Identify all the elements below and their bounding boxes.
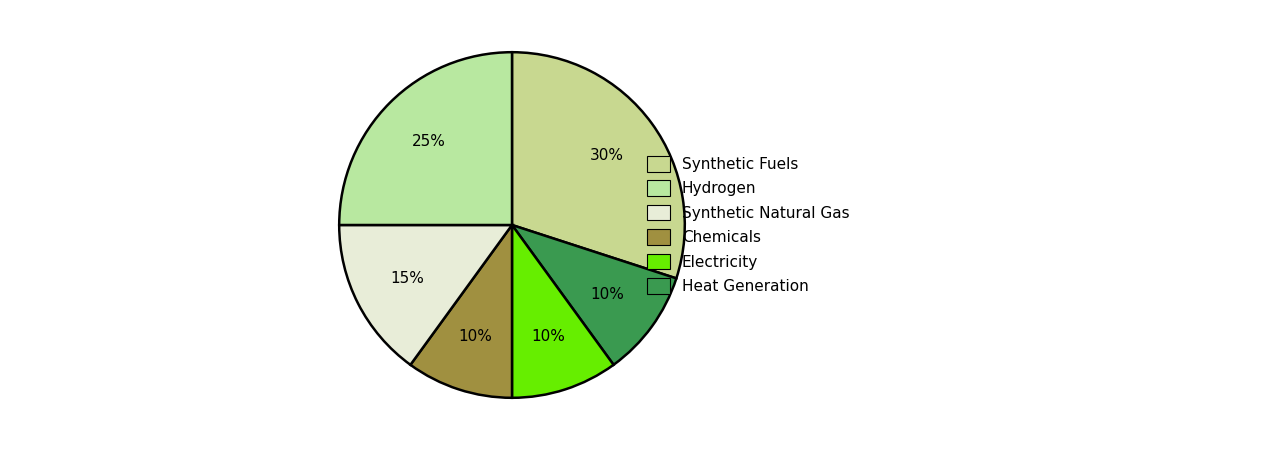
Text: 10%: 10% bbox=[590, 287, 625, 302]
Text: 15%: 15% bbox=[390, 271, 424, 286]
Text: 25%: 25% bbox=[412, 135, 445, 149]
Text: 10%: 10% bbox=[458, 329, 493, 344]
Wedge shape bbox=[512, 225, 676, 365]
Text: 10%: 10% bbox=[531, 329, 566, 344]
Wedge shape bbox=[339, 52, 512, 225]
Wedge shape bbox=[512, 225, 613, 398]
Text: 30%: 30% bbox=[590, 148, 625, 163]
Legend: Synthetic Fuels, Hydrogen, Synthetic Natural Gas, Chemicals, Electricity, Heat G: Synthetic Fuels, Hydrogen, Synthetic Nat… bbox=[640, 150, 855, 300]
Wedge shape bbox=[339, 225, 512, 365]
Wedge shape bbox=[512, 52, 685, 279]
Wedge shape bbox=[411, 225, 512, 398]
